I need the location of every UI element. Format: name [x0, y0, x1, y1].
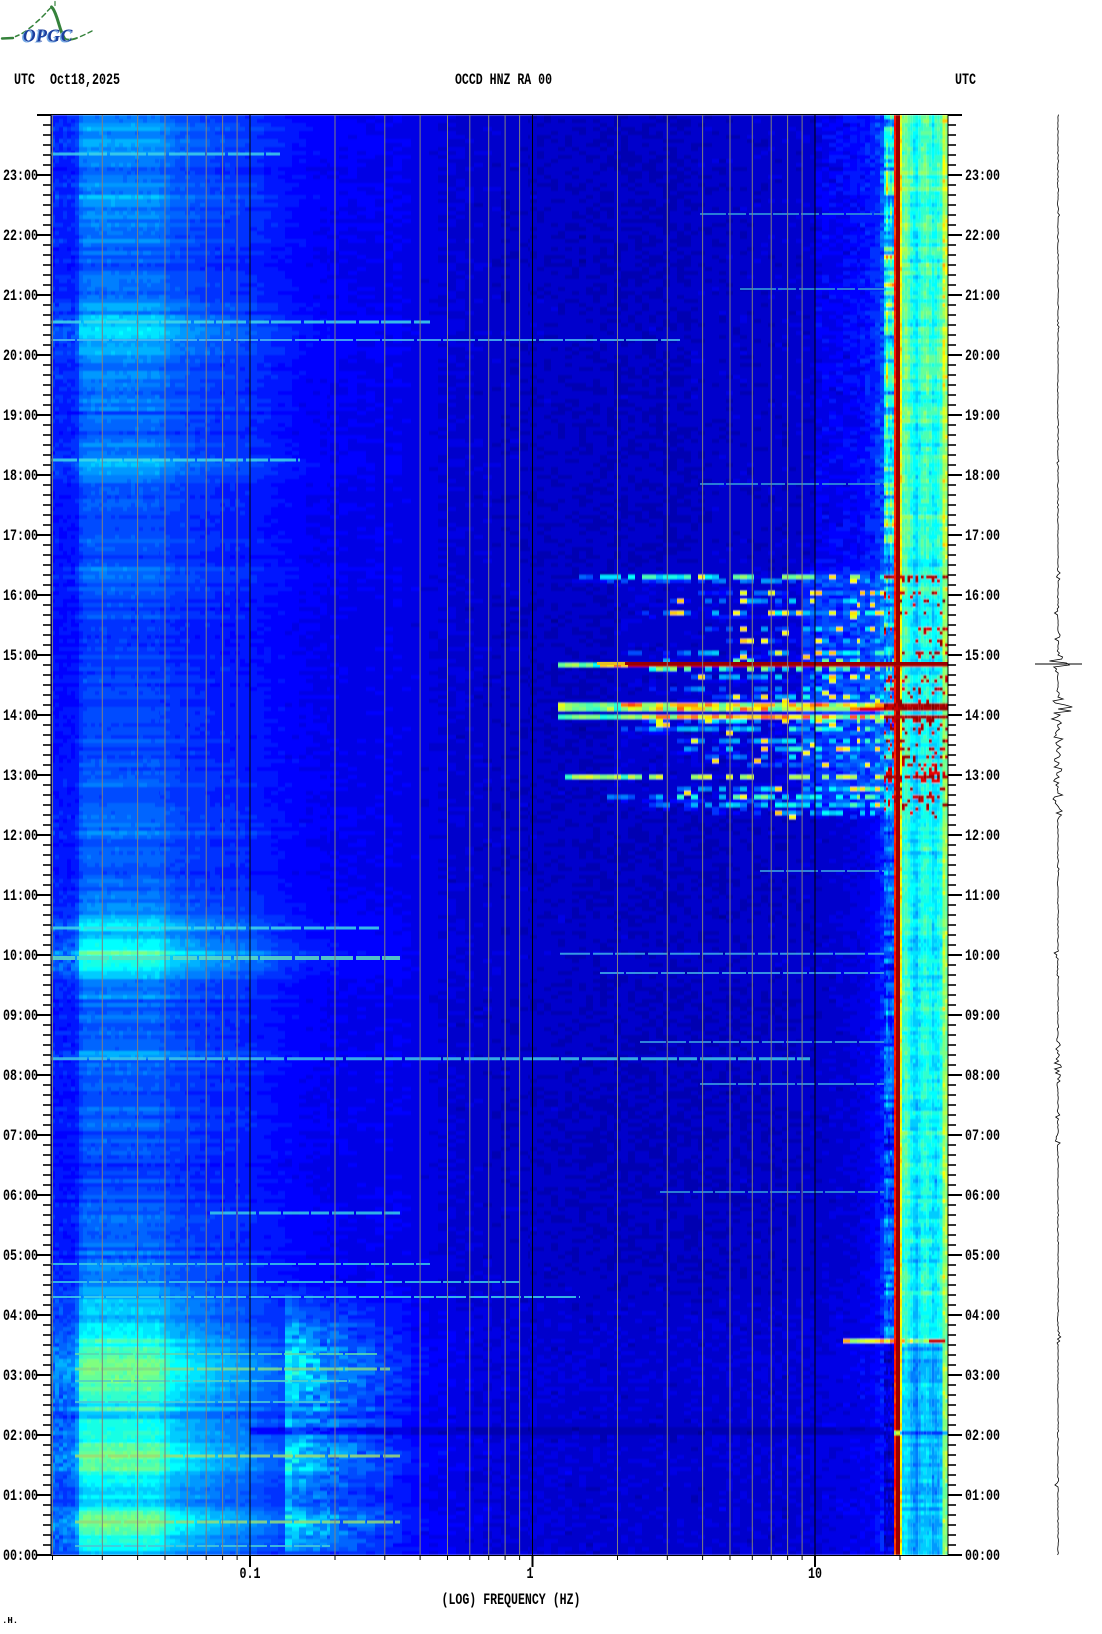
svg-text:07:00: 07:00: [3, 1127, 38, 1145]
svg-text:10:00: 10:00: [965, 947, 1000, 965]
svg-text:18:00: 18:00: [965, 467, 1000, 485]
svg-text:17:00: 17:00: [965, 527, 1000, 545]
svg-text:03:00: 03:00: [3, 1367, 38, 1385]
svg-text:04:00: 04:00: [965, 1307, 1000, 1325]
svg-text:OCCD HNZ RA 00: OCCD HNZ RA 00: [455, 71, 552, 89]
svg-text:(LOG) FREQUENCY (HZ): (LOG) FREQUENCY (HZ): [442, 1591, 581, 1609]
svg-text:06:00: 06:00: [3, 1187, 38, 1205]
svg-text:14:00: 14:00: [965, 707, 1000, 725]
svg-text:18:00: 18:00: [3, 467, 38, 485]
svg-text:10:00: 10:00: [3, 947, 38, 965]
svg-text:05:00: 05:00: [965, 1247, 1000, 1265]
svg-text:20:00: 20:00: [965, 347, 1000, 365]
svg-text:02:00: 02:00: [3, 1427, 38, 1445]
svg-text:07:00: 07:00: [965, 1127, 1000, 1145]
svg-text:22:00: 22:00: [3, 227, 38, 245]
svg-text:23:00: 23:00: [3, 167, 38, 185]
svg-text:21:00: 21:00: [965, 287, 1000, 305]
svg-text:20:00: 20:00: [3, 347, 38, 365]
svg-text:09:00: 09:00: [965, 1007, 1000, 1025]
svg-text:15:00: 15:00: [965, 647, 1000, 665]
svg-text:11:00: 11:00: [965, 887, 1000, 905]
svg-text:02:00: 02:00: [965, 1427, 1000, 1445]
svg-text:08:00: 08:00: [3, 1067, 38, 1085]
svg-text:19:00: 19:00: [965, 407, 1000, 425]
svg-text:00:00: 00:00: [3, 1547, 38, 1565]
svg-text:08:00: 08:00: [965, 1067, 1000, 1085]
svg-text:13:00: 13:00: [965, 767, 1000, 785]
svg-text:0.1: 0.1: [240, 1565, 261, 1583]
svg-text:UTC: UTC: [14, 71, 35, 89]
svg-text:05:00: 05:00: [3, 1247, 38, 1265]
svg-text:OPGC: OPGC: [23, 26, 73, 46]
svg-text:22:00: 22:00: [965, 227, 1000, 245]
svg-text:13:00: 13:00: [3, 767, 38, 785]
svg-text:12:00: 12:00: [3, 827, 38, 845]
svg-text:11:00: 11:00: [3, 887, 38, 905]
svg-text:01:00: 01:00: [965, 1487, 1000, 1505]
svg-text:15:00: 15:00: [3, 647, 38, 665]
svg-text:09:00: 09:00: [3, 1007, 38, 1025]
svg-text:00:00: 00:00: [965, 1547, 1000, 1565]
svg-text:1: 1: [527, 1565, 534, 1583]
svg-text:19:00: 19:00: [3, 407, 38, 425]
svg-text:OPGC: OPGC: [22, 27, 72, 47]
svg-text:21:00: 21:00: [3, 287, 38, 305]
svg-text:04:00: 04:00: [3, 1307, 38, 1325]
svg-text:03:00: 03:00: [965, 1367, 1000, 1385]
svg-text:12:00: 12:00: [965, 827, 1000, 845]
svg-text:23:00: 23:00: [965, 167, 1000, 185]
svg-text:01:00: 01:00: [3, 1487, 38, 1505]
svg-text:06:00: 06:00: [965, 1187, 1000, 1205]
svg-text:Oct18,2025: Oct18,2025: [50, 71, 120, 89]
svg-text:16:00: 16:00: [965, 587, 1000, 605]
svg-text:UTC: UTC: [955, 71, 976, 89]
svg-text:16:00: 16:00: [3, 587, 38, 605]
svg-text:10: 10: [808, 1565, 822, 1583]
svg-text:17:00: 17:00: [3, 527, 38, 545]
svg-text:14:00: 14:00: [3, 707, 38, 725]
